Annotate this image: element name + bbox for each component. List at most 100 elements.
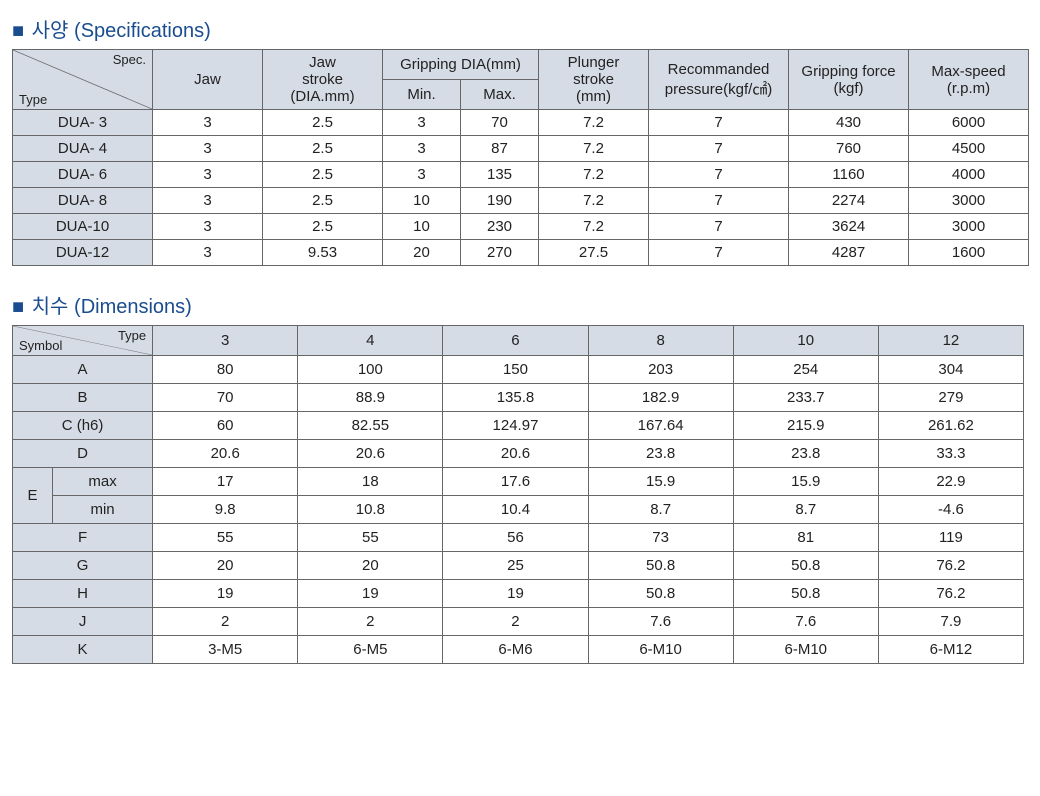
dim-type-col: 10 <box>733 326 878 356</box>
dim-symbol: J <box>13 608 153 636</box>
cell: 2.5 <box>263 188 383 214</box>
cell: 23.8 <box>588 440 733 468</box>
spec-title-en: (Specifications) <box>74 20 211 42</box>
dim-symbol: C (h6) <box>13 412 153 440</box>
dim-symbol-e: E <box>13 468 53 524</box>
dim-type-col: 8 <box>588 326 733 356</box>
cell: 2 <box>298 608 443 636</box>
cell: 150 <box>443 356 588 384</box>
cell: 10.8 <box>298 496 443 524</box>
cell: 7 <box>649 110 789 136</box>
cell: 3 <box>153 188 263 214</box>
cell: 261.62 <box>878 412 1023 440</box>
cell: 3 <box>383 136 461 162</box>
table-row: DUA-1032.5102307.2736243000 <box>13 214 1029 240</box>
col-grip-dia: Gripping DIA(mm) <box>383 50 539 80</box>
dim-symbol: B <box>13 384 153 412</box>
dim-type-col: 12 <box>878 326 1023 356</box>
cell: 19 <box>298 580 443 608</box>
cell: 10 <box>383 214 461 240</box>
cell: 20 <box>153 552 298 580</box>
spec-section-title: ■ 사양 (Specifications) <box>12 14 1028 43</box>
spec-diag-bottom: Type <box>19 92 47 107</box>
cell: 55 <box>298 524 443 552</box>
dim-title-ko: 치수 <box>32 296 69 318</box>
cell: 190 <box>461 188 539 214</box>
cell: 19 <box>153 580 298 608</box>
cell: 167.64 <box>588 412 733 440</box>
cell: 6-M12 <box>878 636 1023 664</box>
cell: 203 <box>588 356 733 384</box>
cell: 1160 <box>789 162 909 188</box>
cell: 2.5 <box>263 110 383 136</box>
cell: 4000 <box>909 162 1029 188</box>
dim-symbol: F <box>13 524 153 552</box>
cell: 20.6 <box>443 440 588 468</box>
cell: 7 <box>649 162 789 188</box>
col-jaw: Jaw <box>153 50 263 110</box>
cell: 10 <box>383 188 461 214</box>
cell: 7 <box>649 136 789 162</box>
cell: 4500 <box>909 136 1029 162</box>
cell: 76.2 <box>878 552 1023 580</box>
col-speed: Max-speed (r.p.m) <box>909 50 1029 110</box>
dim-symbol: D <box>13 440 153 468</box>
table-row: DUA- 832.5101907.2722743000 <box>13 188 1029 214</box>
col-pressure: Recommanded pressure(kgf/㎠) <box>649 50 789 110</box>
cell: 7.6 <box>733 608 878 636</box>
cell: 430 <box>789 110 909 136</box>
cell: 73 <box>588 524 733 552</box>
cell: 2 <box>443 608 588 636</box>
cell: 7.2 <box>539 188 649 214</box>
cell: 182.9 <box>588 384 733 412</box>
cell: 15.9 <box>733 468 878 496</box>
cell: 6000 <box>909 110 1029 136</box>
cell: 20 <box>298 552 443 580</box>
cell: 7.2 <box>539 136 649 162</box>
cell: 6-M5 <box>298 636 443 664</box>
cell: 25 <box>443 552 588 580</box>
cell: 4287 <box>789 240 909 266</box>
cell: 20.6 <box>298 440 443 468</box>
cell: 87 <box>461 136 539 162</box>
cell: 3 <box>153 162 263 188</box>
dim-section-title: ■ 치수 (Dimensions) <box>12 290 1028 319</box>
cell: 50.8 <box>733 580 878 608</box>
bullet-icon: ■ <box>12 296 24 318</box>
col-jaw-stroke: Jaw stroke (DIA.mm) <box>263 50 383 110</box>
cell: 2.5 <box>263 214 383 240</box>
cell: -4.6 <box>878 496 1023 524</box>
table-row: DUA-1239.532027027.5742871600 <box>13 240 1029 266</box>
cell: 20.6 <box>153 440 298 468</box>
cell: 279 <box>878 384 1023 412</box>
spec-diag-top: Spec. <box>113 52 146 67</box>
col-grip-min: Min. <box>383 80 461 110</box>
cell: 215.9 <box>733 412 878 440</box>
cell: 3000 <box>909 188 1029 214</box>
cell: DUA- 6 <box>13 162 153 188</box>
cell: 7.2 <box>539 162 649 188</box>
spec-title-ko: 사양 <box>32 20 69 42</box>
table-row: min9.810.810.48.78.7-4.6 <box>13 496 1024 524</box>
cell: 135 <box>461 162 539 188</box>
cell: 230 <box>461 214 539 240</box>
cell: 15.9 <box>588 468 733 496</box>
dim-diag-header: Type Symbol <box>13 326 153 356</box>
cell: DUA- 8 <box>13 188 153 214</box>
cell: 2 <box>153 608 298 636</box>
cell: 9.53 <box>263 240 383 266</box>
cell: 50.8 <box>733 552 878 580</box>
cell: 7 <box>649 188 789 214</box>
cell: 50.8 <box>588 580 733 608</box>
dim-e-max-label: max <box>53 468 153 496</box>
cell: 80 <box>153 356 298 384</box>
cell: DUA- 4 <box>13 136 153 162</box>
cell: 2274 <box>789 188 909 214</box>
cell: 8.7 <box>588 496 733 524</box>
cell: DUA- 3 <box>13 110 153 136</box>
specifications-table: Spec. Type Jaw Jaw stroke (DIA.mm) Gripp… <box>12 49 1029 266</box>
cell: 55 <box>153 524 298 552</box>
cell: 3 <box>153 110 263 136</box>
cell: 270 <box>461 240 539 266</box>
cell: 135.8 <box>443 384 588 412</box>
